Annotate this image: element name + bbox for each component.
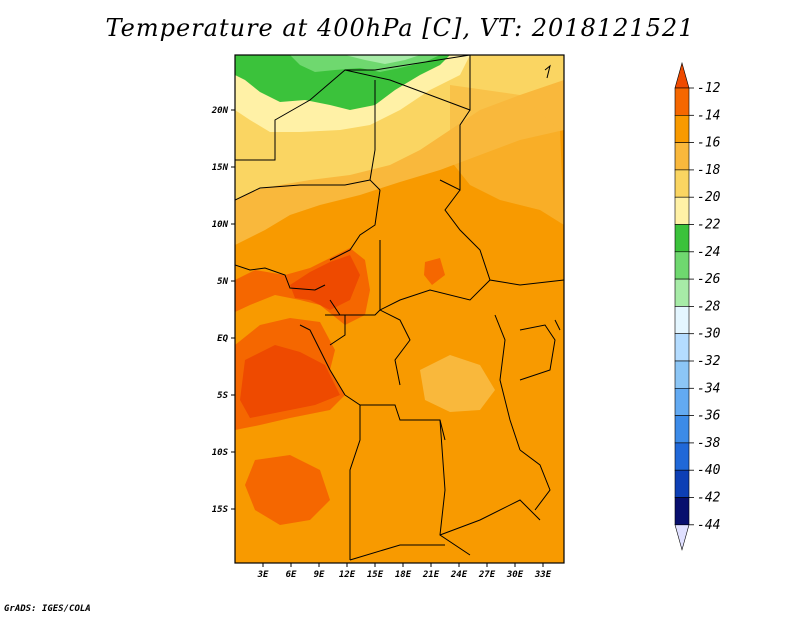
lon-label: 27E <box>478 570 496 580</box>
lon-ticks <box>262 563 544 567</box>
lat-label: 15N <box>212 163 229 173</box>
colorbar-swatch <box>674 387 690 416</box>
lat-label: 10N <box>212 220 229 230</box>
lon-label: 18E <box>395 570 412 580</box>
lon-label: 33E <box>534 570 552 580</box>
colorbar-label: -16 <box>697 136 721 151</box>
band-light-east-2 <box>450 85 564 225</box>
colorbar-label: -24 <box>697 245 720 260</box>
colorbar-swatch <box>674 87 690 116</box>
colorbar-swatch <box>674 524 690 551</box>
colorbar-swatch <box>674 251 690 280</box>
colorbar-swatch <box>674 169 690 198</box>
band-red-core <box>290 255 360 310</box>
lat-label: 15S <box>212 505 229 515</box>
band-light-east <box>420 355 495 412</box>
lon-label: 21E <box>422 570 440 580</box>
lat-label: EQ <box>217 334 228 344</box>
lat-ticks <box>231 109 235 510</box>
colorbar-label: -30 <box>697 327 721 342</box>
colorbar-label: -18 <box>697 163 721 178</box>
colorbar-swatch <box>674 196 690 225</box>
colorbar-label: -28 <box>697 299 721 314</box>
colorbar-label: -42 <box>697 491 721 506</box>
colorbar-label: -22 <box>697 218 721 233</box>
band-orange-east-spot <box>424 258 445 285</box>
lon-label: 30E <box>506 570 524 580</box>
colorbar-swatch <box>674 61 690 89</box>
chart-title: Temperature at 400hPa [C], VT: 201812152… <box>105 14 695 42</box>
lat-label: 20N <box>211 106 229 116</box>
lon-label: 9E <box>314 570 325 580</box>
lon-label: 12E <box>339 570 356 580</box>
lon-label: 15E <box>367 570 384 580</box>
map-border <box>234 54 565 564</box>
colorbar-label: -20 <box>697 190 721 205</box>
colorbar-swatch <box>674 306 690 334</box>
colorbar: -12 -14 -16 -18 -20 -22 -24 -26 -28 -30 -32 -34 -36 -… <box>674 61 721 551</box>
colorbar-ticks <box>689 87 694 526</box>
lat-labels: 20N 15N 10N 5N EQ 5S 10S 15S <box>211 106 229 515</box>
colorbar-swatch <box>674 142 690 171</box>
colorbar-swatch <box>674 415 690 444</box>
colorbar-label: -34 <box>697 381 720 396</box>
colorbar-swatch <box>674 497 690 526</box>
colorbar-swatch <box>674 333 690 362</box>
colorbar-swatch <box>674 360 690 389</box>
lon-labels: 3E 6E 9E 12E 15E 18E 21E 24E 27E 30E 33E <box>257 570 552 580</box>
colorbar-label: -44 <box>697 518 720 533</box>
colorbar-swatch <box>674 224 690 253</box>
temperature-field <box>235 55 564 563</box>
lon-label: 24E <box>450 570 468 580</box>
colorbar-label: -12 <box>697 81 721 96</box>
colorbar-label: -38 <box>697 436 721 451</box>
grads-credit: GrADS: IGES/COLA <box>4 604 91 614</box>
lat-label: 5S <box>217 391 228 401</box>
lon-label: 6E <box>286 570 297 580</box>
band-orange-south <box>245 455 330 525</box>
colorbar-swatch <box>674 469 690 498</box>
country-borders <box>235 55 564 561</box>
band-red-core-2 <box>240 345 340 418</box>
colorbar-swatches <box>674 61 690 551</box>
colorbar-label: -14 <box>697 108 720 123</box>
colorbar-swatch <box>674 278 690 307</box>
colorbar-label: -36 <box>697 409 721 424</box>
colorbar-label: -32 <box>697 354 721 369</box>
colorbar-label: -26 <box>697 272 721 287</box>
colorbar-swatch <box>674 115 690 143</box>
lat-label: 10S <box>212 448 229 458</box>
colorbar-labels: -12 -14 -16 -18 -20 -22 -24 -26 -28 -30 -32 -34 -36 -… <box>697 81 721 533</box>
band-pale-green <box>345 55 420 64</box>
lat-label: 5N <box>217 277 228 287</box>
colorbar-label: -40 <box>697 463 721 478</box>
colorbar-swatch <box>674 442 690 471</box>
lon-label: 3E <box>257 570 269 580</box>
